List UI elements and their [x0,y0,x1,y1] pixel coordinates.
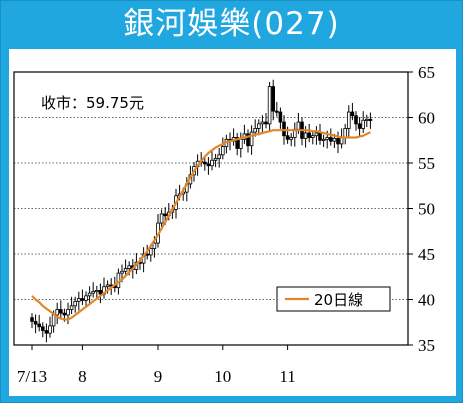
candle-body [328,137,333,142]
chart-title: 銀河娛樂(027) [123,6,340,42]
close-price-annotation: 收市：59.75元 [41,94,144,112]
ma20-line [31,129,371,321]
candle-body [73,300,78,307]
candle-body [271,86,275,112]
x-tick-label: 8 [78,367,87,386]
candle-body [238,138,243,149]
candle-body [310,135,315,138]
candle-body [95,289,99,292]
candle-body [246,133,250,147]
candle-body [325,137,329,140]
candle-body [91,290,96,294]
candle-body [30,317,34,322]
x-tick-label: 11 [279,367,295,386]
candle-body [249,131,254,147]
candle-body [346,111,351,129]
candle-body [55,309,59,316]
x-tick-label: 7/13 [17,367,47,386]
candle-body [59,309,63,314]
candle-body [62,312,67,316]
y-axis-ticks: 35 40 45 50 55 60 65 [408,63,435,355]
y-tick-label: 60 [418,109,435,128]
candle-body [361,119,365,129]
candle-body [33,320,38,325]
candle-body [105,284,110,288]
candle-body [69,305,74,310]
candle-body [336,138,340,145]
candle-body [163,213,168,217]
chart-panel: 35 40 45 50 55 60 65 7/13 8 9 10 11 收市：59.75元 20日線 [9,49,456,396]
candle-body [282,121,286,137]
candle-body [253,128,258,133]
candle-body [296,121,301,130]
candle-body [220,146,225,156]
candle-body [321,138,326,141]
candle-body [354,115,358,125]
x-tick-label: 10 [214,367,231,386]
candle-body [350,111,355,117]
candle-body [152,242,157,249]
candle-body [51,314,56,327]
candle-body [127,265,132,269]
candle-body [210,159,214,167]
candle-body [41,326,45,331]
candle-body [278,111,283,123]
y-tick-label: 35 [418,336,435,355]
candle-body [256,123,261,129]
candle-body [264,121,268,125]
y-tick-label: 65 [418,63,435,82]
candle-body [87,292,92,297]
x-axis-labels: 7/13 8 9 10 11 [17,367,296,386]
candle-body [260,121,265,125]
y-tick-label: 45 [418,245,435,264]
legend: 20日線 [276,286,391,312]
y-tick-label: 50 [418,200,435,219]
candle-body [368,118,373,121]
candle-body [98,289,103,295]
candle-body [285,135,290,140]
candle-body [274,110,279,113]
candle-body [267,86,272,125]
candle-body [148,248,153,256]
y-tick-label: 40 [418,291,435,310]
candle-body [48,325,52,334]
y-tick-label: 55 [418,154,435,173]
grid-lines [14,117,408,300]
stock-chart: 35 40 45 50 55 60 65 7/13 8 9 10 11 收市：59.75元 20日線 [13,63,435,386]
candle-body [202,161,207,165]
candle-body [120,270,124,274]
candle-body [289,137,293,140]
candle-body [66,309,70,316]
candle-body [84,295,88,301]
candle-body [343,128,347,138]
candle-body [318,132,322,141]
candle-body [364,118,369,121]
candle-body [44,330,49,334]
candle-body [123,268,128,272]
candle-body [357,123,362,129]
candle-body [213,158,218,161]
candle-body [314,132,319,137]
x-tick-marks [31,345,289,350]
candle-body [206,163,211,167]
candle-body [77,298,81,302]
candle-body [159,213,164,224]
candle-body [307,132,311,138]
x-tick-label: 9 [154,367,163,386]
candle-body [80,298,85,301]
legend-label: 20日線 [314,291,363,309]
candle-body [235,137,240,149]
candle-body [217,154,222,159]
candle-body [37,323,41,328]
candle-body [303,132,308,139]
candle-body [332,138,337,142]
